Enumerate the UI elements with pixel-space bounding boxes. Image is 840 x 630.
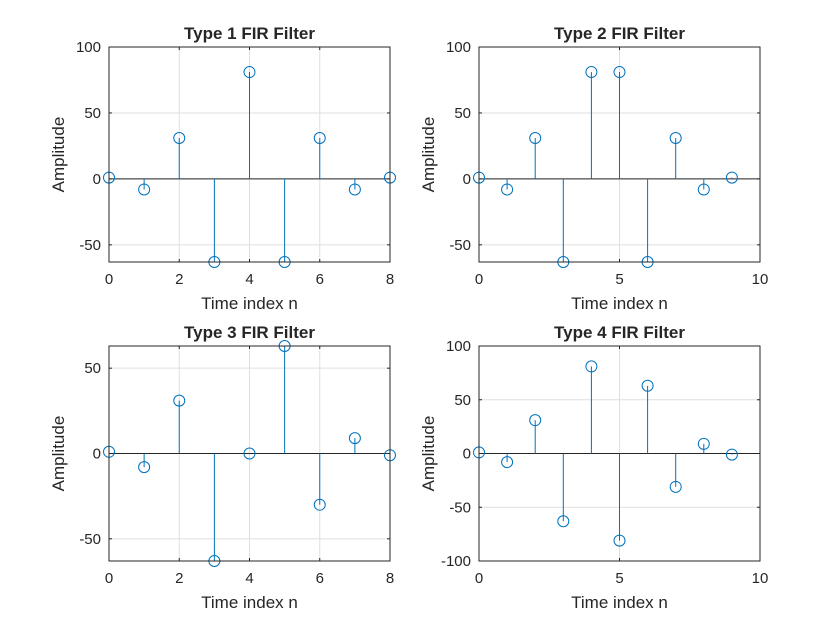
y-tick-label: -100: [441, 553, 471, 570]
x-axis-label: Time index n: [571, 294, 668, 313]
stem-marker: [348, 183, 361, 196]
y-axis-label: Amplitude: [49, 117, 68, 193]
y-tick-label: -50: [449, 237, 471, 254]
stem-marker: [529, 414, 542, 427]
x-axis-label: Time index n: [201, 294, 298, 313]
stem-marker: [348, 432, 361, 445]
y-tick-label: -50: [449, 499, 471, 516]
x-tick-label: 5: [615, 570, 623, 587]
y-tick-label: 100: [446, 39, 471, 56]
y-tick-label: 0: [93, 171, 101, 188]
subplot-4: 0 5 10 -100 -50 0 50 100 Type 4 FIR Filter Time i…: [419, 323, 768, 612]
y-tick-label: 50: [84, 360, 101, 377]
stem-marker: [501, 183, 514, 196]
stem-marker: [173, 394, 186, 407]
x-tick-label: 2: [175, 570, 183, 587]
x-tick-label: 2: [175, 271, 183, 288]
chart-title: Type 2 FIR Filter: [554, 24, 685, 43]
x-tick-label: 6: [316, 271, 324, 288]
x-tick-label: 0: [475, 570, 483, 587]
stem-marker: [585, 360, 598, 373]
x-tick-label: 6: [316, 570, 324, 587]
stem-marker: [697, 437, 710, 450]
stem-marker: [313, 132, 326, 145]
x-tick-label: 4: [245, 570, 253, 587]
x-tick-label: 0: [105, 271, 113, 288]
stem-marker: [243, 447, 256, 460]
stem-marker: [641, 379, 654, 392]
x-tick-label: 0: [105, 570, 113, 587]
y-axis-label: Amplitude: [419, 117, 438, 193]
stem-marker: [613, 534, 626, 547]
stem-marker: [669, 480, 682, 493]
x-tick-label: 0: [475, 271, 483, 288]
stem-marker: [725, 171, 738, 184]
y-tick-label: -50: [79, 237, 101, 254]
stem-marker: [138, 461, 151, 474]
x-tick-label: 8: [386, 271, 394, 288]
chart-title: Type 4 FIR Filter: [554, 323, 685, 342]
x-tick-label: 5: [615, 271, 623, 288]
subplot-3: 0 2 4 6 8 -50 0 50 Type 3 FIR Filter Time index n…: [49, 323, 396, 612]
stem-marker: [501, 456, 514, 469]
x-tick-label: 10: [752, 271, 769, 288]
y-tick-label: 0: [463, 446, 471, 463]
stem-marker: [585, 66, 598, 79]
chart-title: Type 3 FIR Filter: [184, 323, 315, 342]
y-tick-label: 50: [84, 105, 101, 122]
y-tick-label: 100: [446, 338, 471, 355]
stem-marker: [613, 66, 626, 79]
x-tick-label: 4: [245, 271, 253, 288]
stem-marker: [669, 132, 682, 145]
x-axis-label: Time index n: [201, 593, 298, 612]
y-tick-label: 50: [454, 105, 471, 122]
stem-marker: [725, 448, 738, 461]
x-tick-label: 8: [386, 570, 394, 587]
y-tick-label: 50: [454, 392, 471, 409]
stem-marker: [557, 515, 570, 528]
stem-marker: [173, 132, 186, 145]
stem-marker: [138, 183, 151, 196]
x-tick-label: 10: [752, 570, 769, 587]
x-axis-label: Time index n: [571, 593, 668, 612]
y-tick-label: 100: [76, 39, 101, 56]
y-tick-label: 0: [93, 446, 101, 463]
stem-marker: [313, 498, 326, 511]
y-axis-label: Amplitude: [419, 416, 438, 492]
y-axis-label: Amplitude: [49, 416, 68, 492]
stem-marker: [697, 183, 710, 196]
y-tick-label: -50: [79, 531, 101, 548]
chart-title: Type 1 FIR Filter: [184, 24, 315, 43]
stem-marker: [529, 132, 542, 145]
y-tick-label: 0: [463, 171, 471, 188]
stem-marker: [243, 66, 256, 79]
